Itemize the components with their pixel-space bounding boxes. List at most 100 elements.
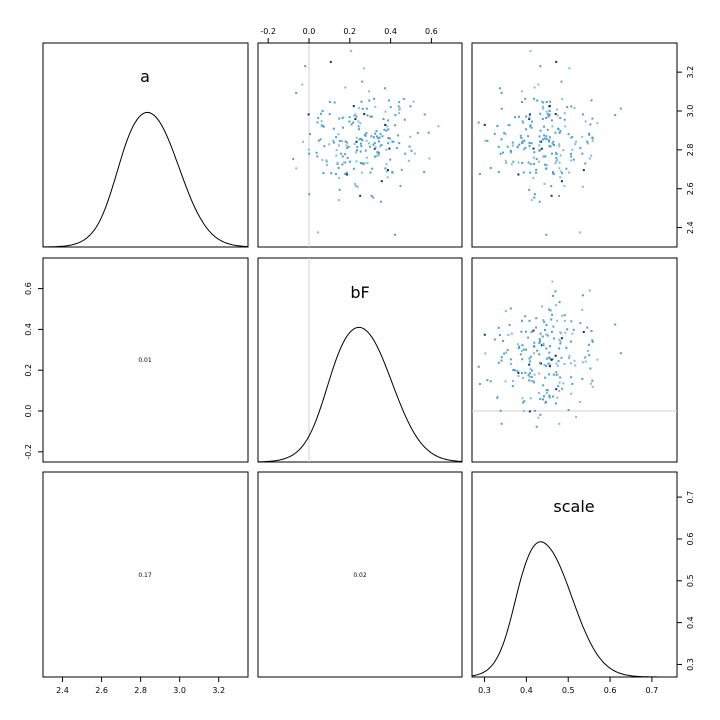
scatter-point	[571, 136, 574, 139]
scatter-point	[550, 330, 553, 333]
scatter-point	[523, 139, 526, 142]
scatter-point	[582, 331, 585, 333]
scatter-point	[566, 328, 569, 331]
scatter-point	[521, 319, 523, 322]
scatter-point	[545, 233, 548, 236]
scatter-point	[542, 344, 545, 347]
scatter-point	[551, 152, 553, 155]
scatter-point	[542, 384, 545, 387]
scatter-point	[516, 145, 519, 148]
scatter-point	[543, 182, 546, 185]
scatter-point	[332, 127, 335, 130]
scatter-point	[521, 120, 524, 123]
scatter-point	[529, 125, 532, 128]
scatter-point	[346, 173, 349, 176]
scatter-point	[545, 400, 547, 403]
scatter-point	[302, 140, 305, 143]
scatter-point	[533, 373, 536, 376]
scatter-point	[368, 99, 371, 102]
scatter-point	[548, 139, 550, 142]
scatter-point	[552, 171, 554, 174]
scatter-point	[354, 185, 357, 187]
scatter-point	[581, 361, 584, 364]
scatter-point	[391, 140, 394, 143]
scatter-point	[500, 422, 503, 425]
scatter-point	[581, 152, 584, 155]
scatter-point	[493, 338, 496, 341]
scatter-point	[591, 139, 594, 142]
scatter-point	[497, 361, 500, 364]
scatter-point	[337, 167, 340, 169]
scatter-point	[427, 131, 430, 134]
scatter-point	[340, 152, 343, 155]
scatter-point	[338, 188, 341, 191]
scatter-point	[559, 154, 562, 157]
scatter-point	[365, 139, 368, 142]
scatter-point	[569, 362, 572, 365]
density-curves	[43, 111, 677, 678]
scatter-point	[366, 161, 369, 164]
scatter-point	[560, 337, 563, 340]
scatter-point	[369, 171, 372, 174]
scatter-point	[558, 143, 561, 146]
scatter-point	[307, 113, 310, 116]
scatter-point	[527, 336, 530, 339]
scatter-point	[355, 140, 358, 143]
axes: -0.2 0.0 0.2 0.4 0.6 2.4 2.6 2.8 3.0 3.2 -0.2 0.0 0.…	[24, 27, 695, 695]
scatter-point	[504, 133, 507, 136]
scatter-point	[365, 132, 368, 135]
scatter-point	[548, 365, 551, 368]
scatter-point	[357, 128, 360, 131]
scatter-point	[531, 369, 533, 372]
diag-label-a: a	[140, 67, 150, 86]
scatter-point	[365, 107, 368, 110]
scatter-scale-vs-bF	[477, 280, 622, 428]
scatter-point	[545, 324, 548, 326]
scatter-point	[584, 120, 587, 123]
scatter-point	[412, 100, 415, 103]
scatter-point	[560, 356, 563, 359]
scatter-point	[335, 173, 337, 175]
scatter-point	[356, 185, 359, 188]
scatter-point	[555, 362, 558, 365]
scatter-point	[550, 318, 553, 321]
scatter-point	[328, 143, 331, 146]
tick-label-scale: 0.4	[686, 616, 695, 629]
scatter-point	[545, 164, 548, 167]
scatter-point	[512, 144, 514, 147]
scatter-point	[372, 196, 375, 199]
scatter-point	[500, 107, 503, 110]
scatter-point	[538, 144, 541, 147]
scatter-point	[394, 233, 396, 236]
scatter-point	[378, 151, 380, 154]
scatter-point	[326, 160, 328, 163]
scatter-point	[361, 139, 364, 142]
scatter-point	[380, 144, 383, 146]
scatter-point	[353, 114, 356, 117]
scatter-point	[520, 372, 523, 375]
scatter-point	[551, 313, 553, 316]
scatter-point	[398, 112, 401, 115]
scatter-point	[524, 147, 527, 149]
scatter-point	[403, 98, 406, 101]
scatter-point	[570, 340, 572, 343]
tick-label-bF: 0.0	[303, 27, 316, 36]
tick-label-bF: 0.2	[24, 364, 33, 377]
scatter-point	[539, 413, 542, 416]
scatter-point	[525, 128, 527, 131]
scatter-point	[338, 177, 341, 180]
scatter-point	[423, 113, 426, 116]
scatter-point	[500, 91, 503, 94]
scatter-point	[359, 122, 362, 125]
scatter-point	[520, 330, 523, 333]
scatter-point	[484, 352, 487, 355]
scatter-point	[544, 376, 547, 379]
scatter-point	[364, 134, 367, 137]
tick-label-a: 2.8	[686, 143, 695, 156]
scatter-point	[391, 171, 394, 174]
scatter-point	[497, 326, 500, 329]
scatter-point	[561, 98, 564, 101]
scatter-point	[596, 358, 599, 361]
scatter-point	[582, 169, 585, 172]
scatter-point	[387, 142, 390, 145]
